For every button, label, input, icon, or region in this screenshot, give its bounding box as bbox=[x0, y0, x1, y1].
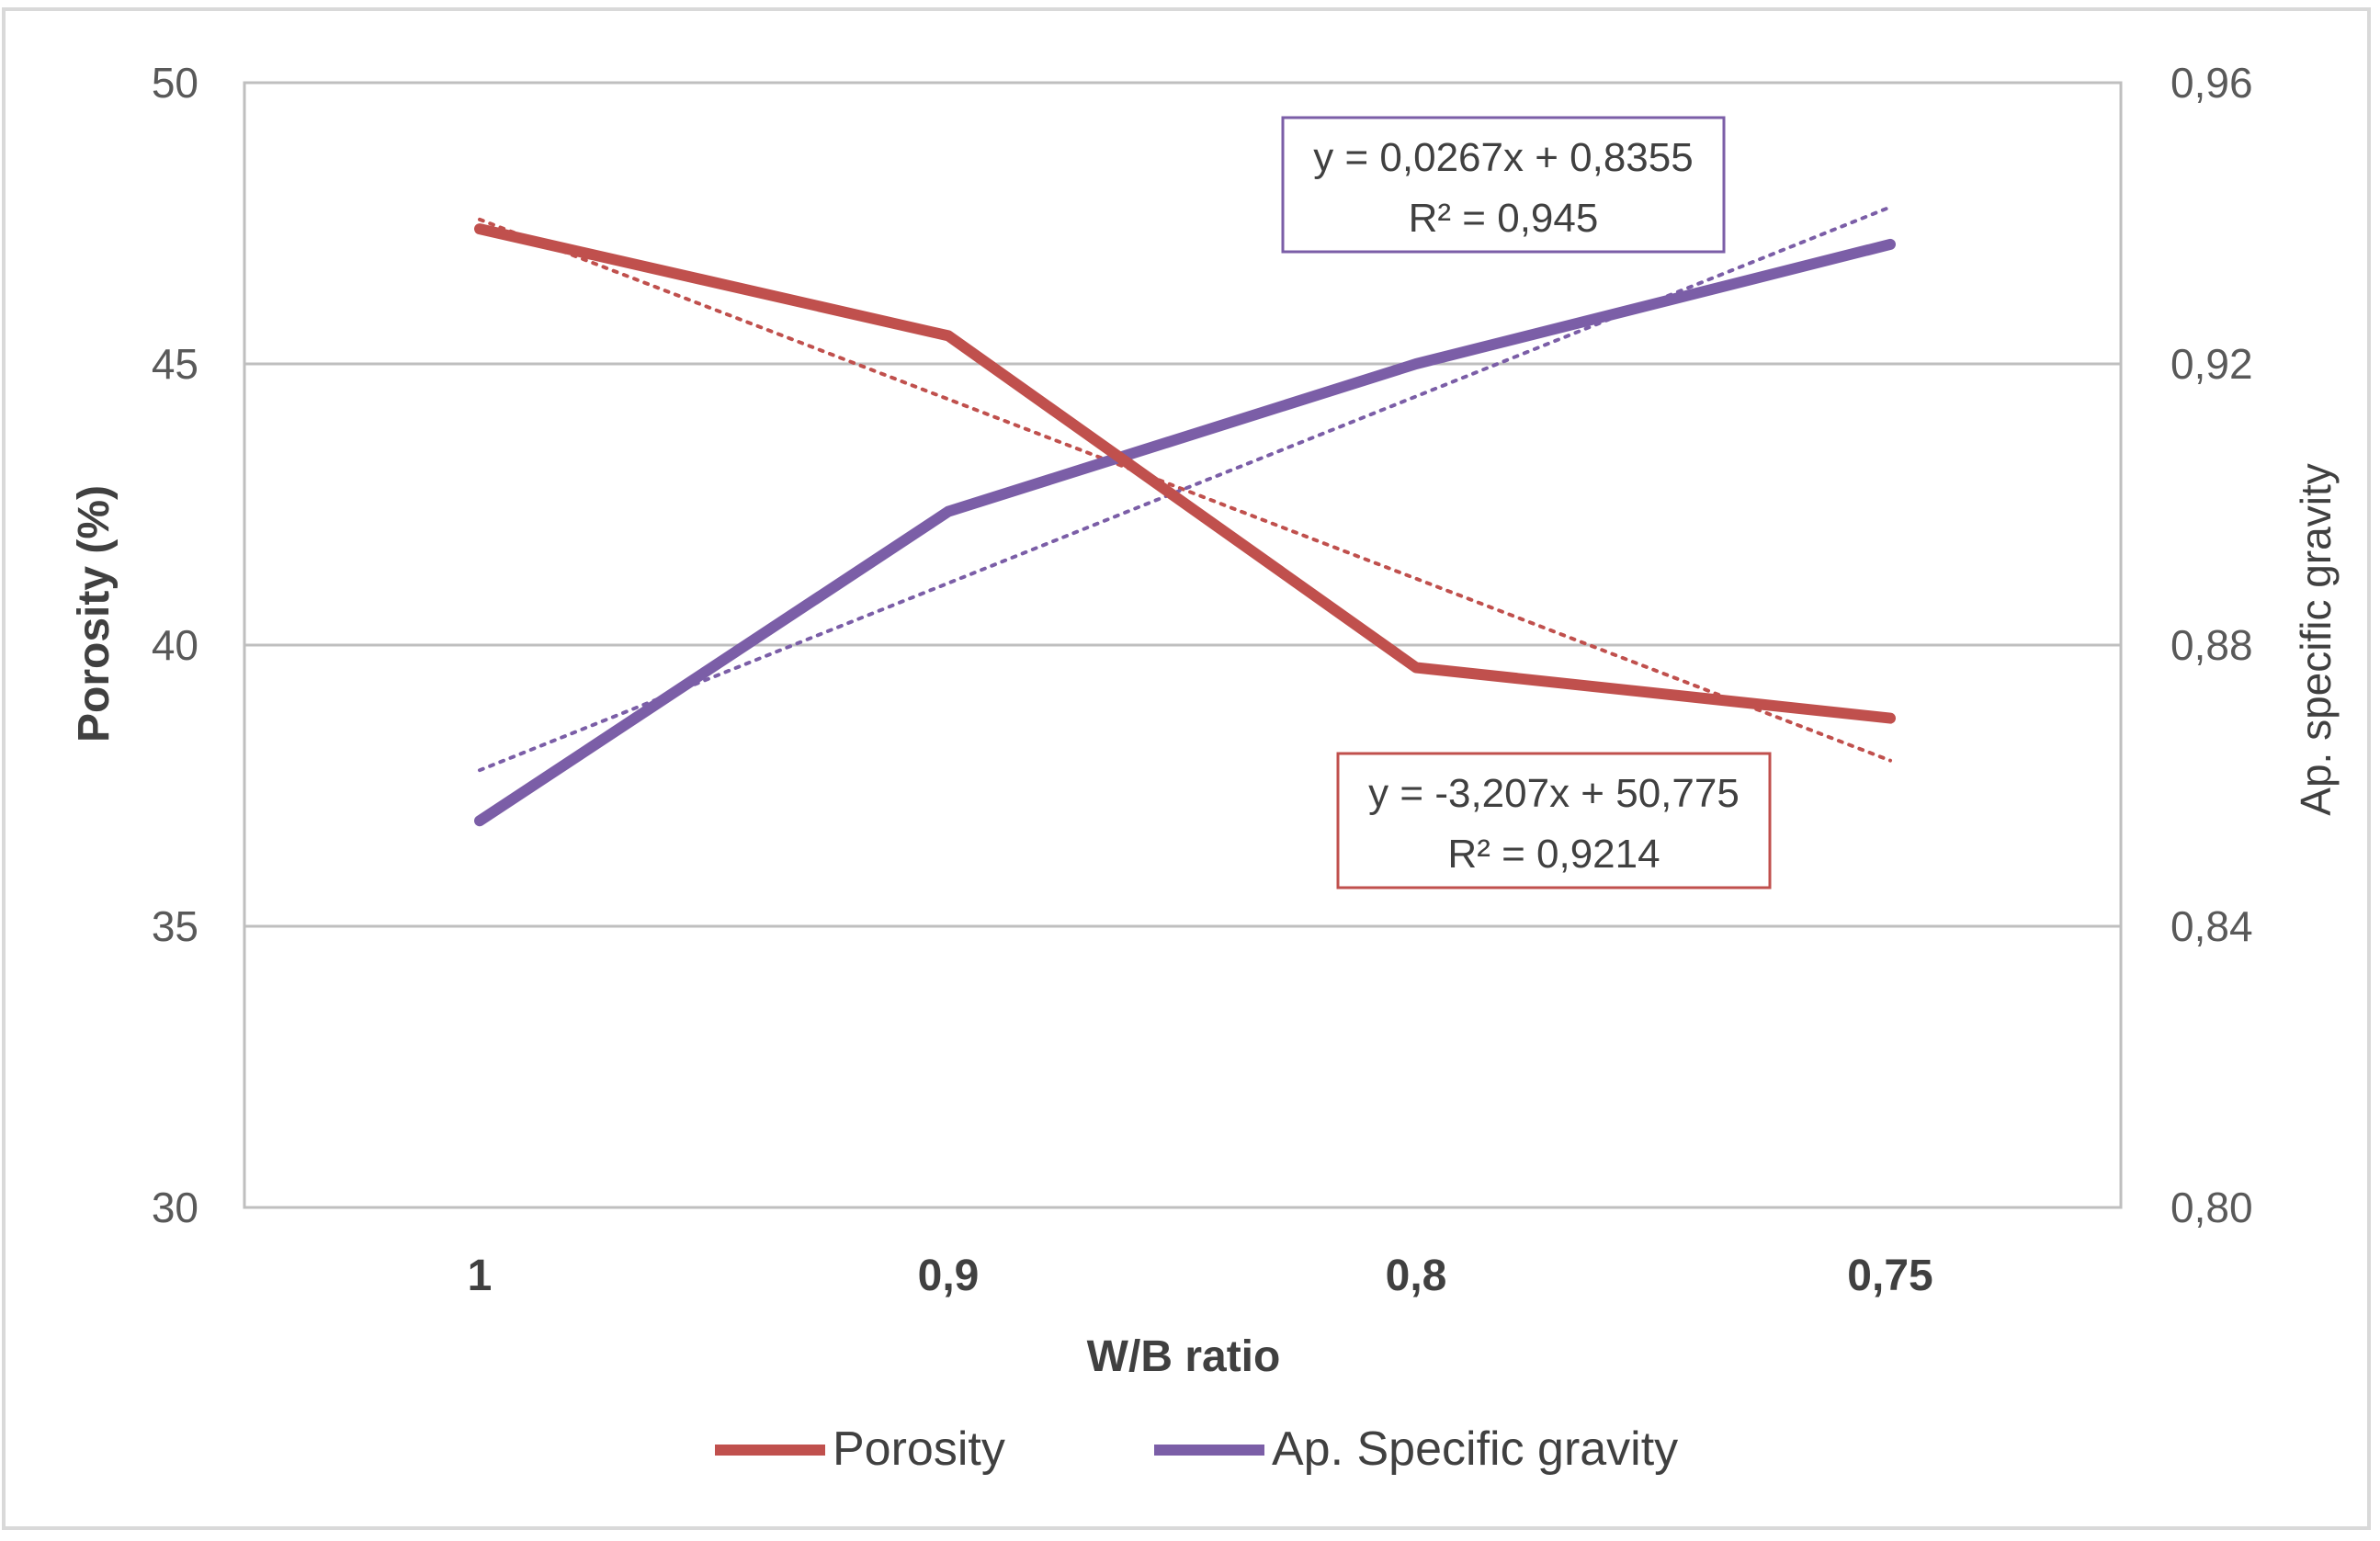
gridlines bbox=[244, 81, 2121, 1209]
y2-tick-label: 0,80 bbox=[2170, 1184, 2253, 1231]
legend-label-porosity: Porosity bbox=[833, 1422, 1005, 1476]
y-tick-label: 30 bbox=[152, 1184, 198, 1231]
r2-specific-gravity: R² = 0,945 bbox=[1409, 196, 1599, 241]
trendline-specific-gravity bbox=[478, 205, 1892, 773]
legend-item-specific-gravity: Ap. Specific gravity bbox=[1154, 1422, 1678, 1476]
equation-porosity: y = -3,207x + 50,775 bbox=[1368, 771, 1740, 816]
x-axis-title: W/B ratio bbox=[1087, 1332, 1281, 1381]
chart-frame bbox=[2, 7, 2371, 1530]
x-tick-label: 1 bbox=[468, 1252, 493, 1300]
y-tick-label: 35 bbox=[152, 902, 198, 950]
series-lines bbox=[474, 223, 1896, 827]
x-tick-label: 0,75 bbox=[1847, 1252, 1932, 1300]
y-axis-ticks: 30 35 40 45 50 bbox=[152, 59, 198, 1231]
x-tick-label: 0,8 bbox=[1386, 1252, 1447, 1300]
x-axis-ticks: 1 0,9 0,8 0,75 bbox=[468, 1252, 1933, 1300]
plot-area-border bbox=[243, 81, 2123, 1209]
y2-axis-ticks: 0,80 0,84 0,88 0,92 0,96 bbox=[2170, 59, 2253, 1231]
equation-box-specific-gravity: y = 0,0267x + 0,8355 R² = 0,945 bbox=[1281, 116, 1726, 254]
equation-specific-gravity: y = 0,0267x + 0,8355 bbox=[1313, 135, 1693, 180]
y2-tick-label: 0,92 bbox=[2170, 340, 2253, 388]
y2-tick-label: 0,96 bbox=[2170, 59, 2253, 107]
y-tick-label: 45 bbox=[152, 340, 198, 388]
series-line-specific-gravity bbox=[474, 238, 1896, 827]
trendlines bbox=[478, 205, 1892, 773]
legend-label-specific-gravity: Ap. Specific gravity bbox=[1272, 1422, 1678, 1476]
r2-porosity: R² = 0,9214 bbox=[1447, 832, 1660, 877]
trendline-porosity bbox=[478, 217, 1892, 763]
legend-item-porosity: Porosity bbox=[715, 1422, 1005, 1476]
y-tick-label: 50 bbox=[152, 59, 198, 107]
x-tick-label: 0,9 bbox=[918, 1252, 980, 1300]
equation-box-porosity: y = -3,207x + 50,775 R² = 0,9214 bbox=[1336, 752, 1772, 889]
y2-axis-title: Ap. specific gravity bbox=[2292, 463, 2340, 815]
y-axis-title: Porosity (%) bbox=[70, 485, 119, 742]
y-tick-label: 40 bbox=[152, 621, 198, 669]
y2-tick-label: 0,88 bbox=[2170, 621, 2253, 669]
legend: Porosity Ap. Specific gravity bbox=[715, 1422, 1678, 1476]
y2-tick-label: 0,84 bbox=[2170, 902, 2253, 950]
series-line-porosity bbox=[474, 223, 1896, 724]
